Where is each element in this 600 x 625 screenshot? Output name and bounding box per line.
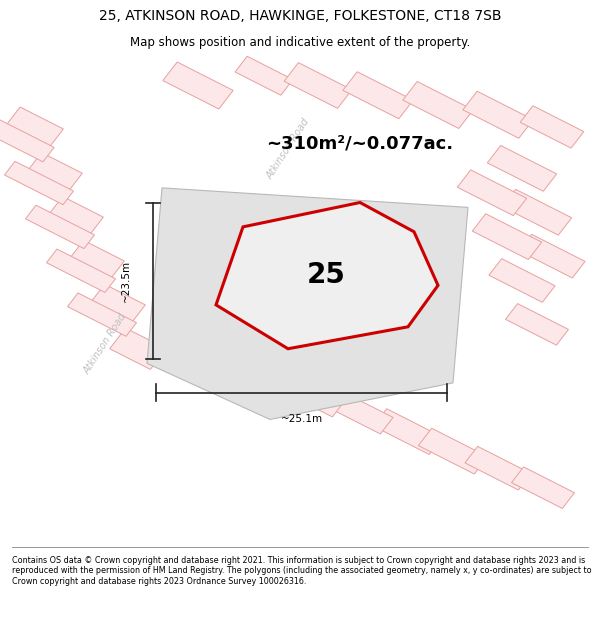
Polygon shape — [67, 293, 137, 336]
Polygon shape — [487, 146, 557, 191]
Text: Atkinson Road: Atkinson Road — [82, 312, 128, 376]
Polygon shape — [25, 205, 95, 249]
Polygon shape — [418, 428, 488, 474]
Polygon shape — [327, 390, 393, 434]
Polygon shape — [284, 62, 352, 108]
Polygon shape — [26, 152, 82, 194]
Polygon shape — [457, 170, 527, 216]
Polygon shape — [520, 106, 584, 148]
Polygon shape — [47, 196, 103, 238]
Polygon shape — [46, 249, 116, 292]
Polygon shape — [235, 56, 293, 95]
Text: 25, ATKINSON ROAD, HAWKINGE, FOLKESTONE, CT18 7SB: 25, ATKINSON ROAD, HAWKINGE, FOLKESTONE,… — [99, 9, 501, 22]
Polygon shape — [216, 202, 438, 349]
Polygon shape — [163, 62, 233, 109]
Text: ~310m²/~0.077ac.: ~310m²/~0.077ac. — [266, 135, 454, 153]
Text: ~23.5m: ~23.5m — [121, 259, 131, 301]
Polygon shape — [4, 161, 74, 204]
Polygon shape — [463, 91, 533, 138]
Polygon shape — [489, 259, 555, 302]
Text: Atkinson Road: Atkinson Road — [265, 117, 311, 181]
Text: 25: 25 — [307, 261, 346, 289]
Text: Map shows position and indicative extent of the property.: Map shows position and indicative extent… — [130, 36, 470, 49]
Polygon shape — [343, 72, 413, 119]
Polygon shape — [373, 409, 443, 454]
Polygon shape — [465, 446, 531, 490]
Polygon shape — [147, 188, 468, 419]
Polygon shape — [0, 116, 54, 162]
Polygon shape — [2, 107, 64, 152]
Polygon shape — [68, 241, 124, 282]
Polygon shape — [110, 328, 166, 369]
Text: Contains OS data © Crown copyright and database right 2021. This information is : Contains OS data © Crown copyright and d… — [12, 556, 592, 586]
Polygon shape — [512, 467, 574, 509]
Polygon shape — [506, 304, 568, 345]
Polygon shape — [279, 373, 345, 417]
Polygon shape — [472, 214, 542, 259]
Polygon shape — [89, 284, 145, 326]
Polygon shape — [519, 234, 585, 278]
Text: ~25.1m: ~25.1m — [280, 414, 323, 424]
Polygon shape — [403, 81, 473, 129]
Polygon shape — [502, 189, 572, 235]
